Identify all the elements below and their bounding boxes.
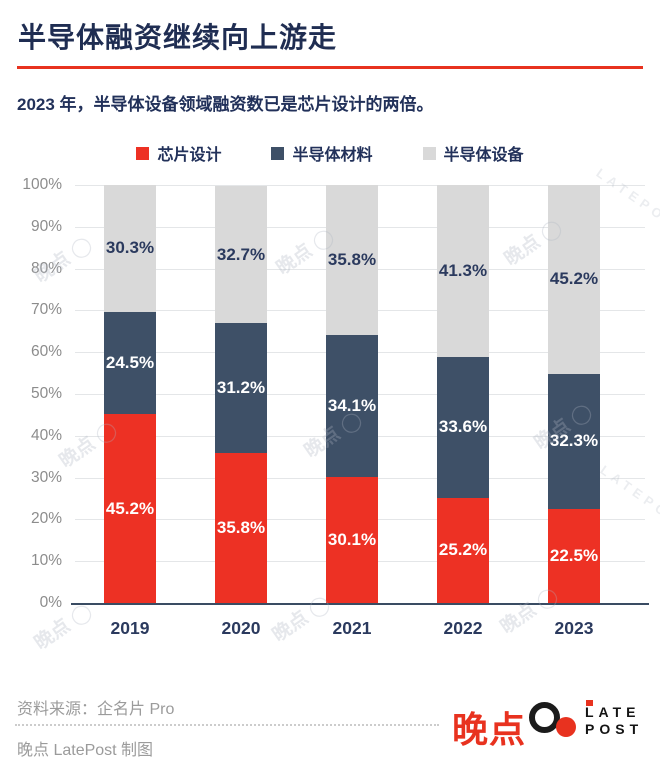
y-tick-label: 100% [22, 176, 62, 193]
bar-segment: 34.1% [326, 334, 378, 478]
bar-value-label: 24.5% [105, 352, 155, 372]
bar-value-label: 22.5% [549, 545, 599, 565]
legend-item-semiconductor-materials: 半导体材料 [271, 141, 373, 165]
bar-value-label: 32.7% [216, 244, 266, 264]
bar-value-label: 25.2% [438, 540, 488, 560]
bar-segment: 30.1% [326, 477, 378, 603]
bar-value-label: 45.2% [549, 269, 599, 289]
bar-segment: 25.2% [437, 497, 489, 603]
latepost-logo-ring-icon [529, 702, 560, 733]
legend-swatch-navy [271, 146, 285, 160]
legend-item-semiconductor-equipment: 半导体设备 [422, 141, 524, 165]
credit-text: 晚点 LatePost 制图 [17, 742, 154, 759]
bar-2019: 45.2% 24.5% 30.3% [104, 185, 156, 603]
legend-label: 芯片设计 [157, 147, 222, 164]
x-tick-label: 2021 [332, 618, 372, 638]
bar-segment: 32.7% [215, 186, 267, 323]
latepost-logo-line1: LATE [585, 704, 641, 720]
x-tick-label: 2022 [443, 618, 483, 638]
y-tick-label: 20% [30, 510, 62, 528]
bar-value-label: 30.3% [105, 238, 155, 258]
x-tick-label: 2019 [110, 618, 150, 638]
y-axis: 0% 10% 20% 30% 40% 50% 60% 70% 80% 90% 100% [0, 176, 66, 611]
bar-value-label: 32.3% [549, 431, 599, 451]
legend-label: 半导体材料 [292, 147, 373, 164]
bar-segment: 35.8% [326, 185, 378, 335]
bar-segment: 31.2% [215, 322, 267, 454]
bar-value-label: 34.1% [327, 395, 377, 415]
bar-value-label: 31.2% [216, 378, 266, 398]
bar-segment: 35.8% [215, 453, 267, 603]
x-axis-line [71, 603, 649, 605]
page-title: 半导体融资继续向上游走 [18, 22, 338, 53]
x-tick-label: 2023 [554, 618, 594, 638]
y-tick-label: 70% [30, 301, 62, 319]
y-tick-label: 30% [30, 468, 62, 486]
bar-2023: 22.5% 32.3% 45.2% [548, 185, 600, 603]
plot-area: 45.2% 24.5% 30.3% 35.8% 31.2% 32.7% 30.1% 34.1%… [71, 184, 649, 605]
y-tick-label: 0% [39, 594, 62, 611]
bar-segment: 41.3% [437, 184, 489, 358]
legend-item-chip-design: 芯片设计 [136, 141, 221, 165]
y-tick-label: 50% [30, 385, 62, 402]
bar-2020: 35.8% 31.2% 32.7% [215, 186, 267, 603]
y-tick-label: 80% [30, 259, 62, 277]
legend-swatch-red [136, 146, 150, 160]
latepost-logo-en: LATE POST [585, 704, 643, 738]
bar-segment: 45.2% [104, 414, 156, 603]
bar-segment: 30.3% [104, 185, 156, 312]
bar-value-label: 33.6% [438, 417, 488, 437]
subtitle: 2023 年，半导体设备领域融资数已是芯片设计的两倍。 [17, 95, 434, 114]
bar-segment: 32.3% [548, 373, 600, 509]
legend-swatch-gray [422, 146, 436, 160]
x-tick-label: 2020 [221, 618, 261, 638]
legend-label: 半导体设备 [443, 147, 524, 164]
bar-segment: 45.2% [548, 185, 600, 374]
latepost-logo-tick-icon [586, 700, 593, 706]
y-tick-label: 10% [30, 552, 62, 570]
y-tick-label: 90% [30, 217, 62, 235]
bar-segment: 33.6% [437, 357, 489, 498]
footer-divider [15, 724, 439, 726]
bar-2022: 25.2% 33.6% 41.3% [437, 184, 489, 603]
data-source-text: 资料来源：企名片 Pro [17, 701, 175, 718]
bar-value-label: 45.2% [105, 498, 155, 518]
latepost-logo-cn: 晚点 [452, 709, 527, 750]
bar-segment: 22.5% [548, 508, 600, 603]
bar-value-label: 30.1% [327, 530, 377, 550]
chart-legend: 芯片设计 半导体材料 半导体设备 [0, 141, 660, 165]
y-tick-label: 60% [30, 343, 62, 361]
latepost-logo-dot-icon [556, 717, 576, 737]
bar-value-label: 35.8% [327, 249, 377, 269]
y-tick-label: 40% [30, 426, 62, 444]
title-accent-rule [17, 66, 643, 69]
bar-value-label: 41.3% [438, 260, 488, 280]
latepost-logo-line2: POST [585, 721, 644, 737]
bar-value-label: 35.8% [216, 518, 266, 538]
bar-segment: 24.5% [104, 311, 156, 415]
bar-2021: 30.1% 34.1% 35.8% [326, 185, 378, 603]
